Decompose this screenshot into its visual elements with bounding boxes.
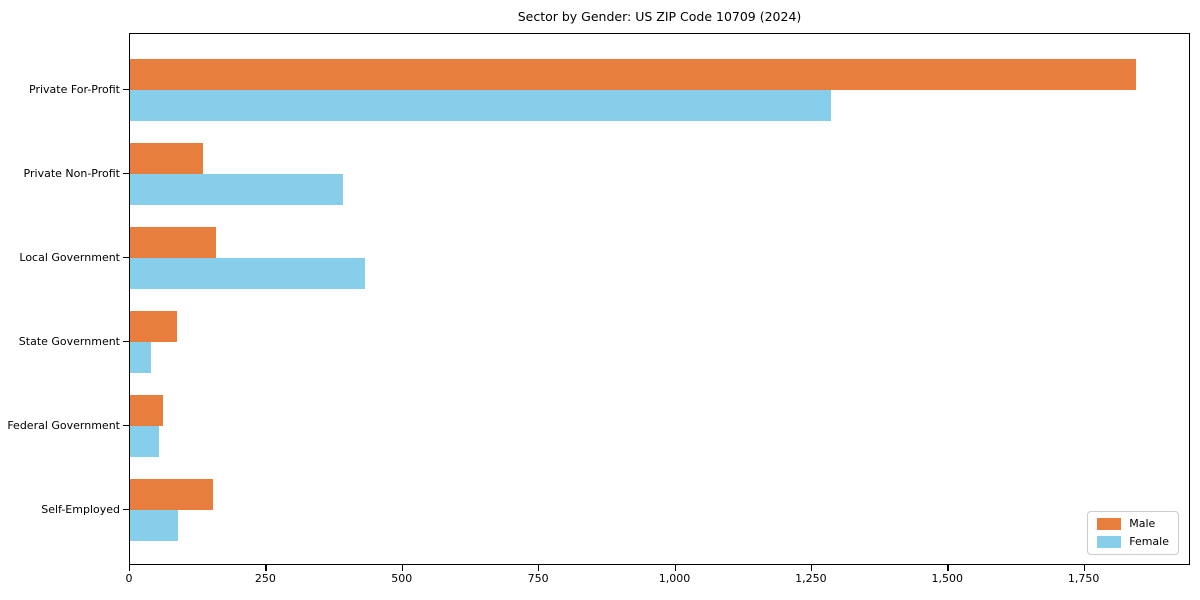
y-tick-mark-federal-government: [123, 425, 129, 427]
x-tick-label-250: 250: [254, 572, 276, 585]
y-tick-label-private-for-profit: Private For-Profit: [29, 83, 120, 96]
bar-male-federal-government: [130, 395, 164, 426]
bar-female-federal-government: [130, 426, 159, 457]
y-tick-label-federal-government: Federal Government: [7, 419, 120, 432]
x-tick-label-750: 750: [527, 572, 549, 585]
bar-male-private-non-profit: [130, 143, 204, 174]
x-tick-label-1250: 1,250: [795, 572, 827, 585]
y-tick-mark-private-for-profit: [123, 89, 129, 91]
legend-item-male: Male: [1097, 518, 1169, 530]
y-tick-label-local-government: Local Government: [19, 251, 120, 264]
bar-male-state-government: [130, 311, 177, 342]
legend-label-female: Female: [1129, 535, 1169, 548]
bar-female-private-non-profit: [130, 174, 344, 205]
legend-label-male: Male: [1129, 517, 1156, 530]
legend-swatch-male: [1097, 518, 1122, 530]
y-tick-mark-state-government: [123, 341, 129, 343]
x-tick-mark-250: [265, 565, 267, 571]
bar-female-state-government: [130, 342, 152, 373]
x-tick-label-1500: 1,500: [931, 572, 964, 585]
x-tick-label-1750: 1,750: [1067, 572, 1100, 585]
x-tick-label-0: 0: [125, 572, 133, 585]
x-tick-mark-1250: [810, 565, 813, 571]
x-tick-mark-1000: [674, 565, 676, 571]
x-tick-mark-0: [129, 565, 131, 571]
x-tick-mark-1500: [947, 565, 949, 571]
chart-title: Sector by Gender: US ZIP Code 10709 (202…: [517, 9, 802, 24]
plot-area: Male Female: [129, 33, 1190, 565]
y-tick-mark-local-government: [123, 257, 129, 259]
x-tick-mark-500: [401, 565, 404, 571]
x-tick-label-1000: 1,000: [658, 572, 691, 585]
y-tick-mark-self-employed: [123, 509, 129, 511]
x-tick-mark-750: [538, 565, 540, 571]
bar-female-private-for-profit: [130, 90, 831, 121]
bar-male-self-employed: [130, 479, 213, 510]
bar-female-local-government: [130, 258, 366, 289]
y-tick-label-state-government: State Government: [18, 335, 120, 348]
legend-item-female: Female: [1097, 536, 1169, 548]
bar-male-local-government: [130, 227, 217, 258]
bar-female-self-employed: [130, 510, 178, 541]
y-tick-label-self-employed: Self-Employed: [41, 503, 120, 516]
y-tick-label-private-non-profit: Private Non-Profit: [23, 167, 120, 180]
x-tick-mark-1750: [1083, 565, 1085, 571]
bar-male-private-for-profit: [130, 59, 1137, 90]
x-tick-label-500: 500: [391, 572, 413, 585]
legend-swatch-female: [1097, 536, 1122, 548]
legend: Male Female: [1087, 511, 1179, 555]
y-tick-mark-private-non-profit: [123, 173, 129, 175]
